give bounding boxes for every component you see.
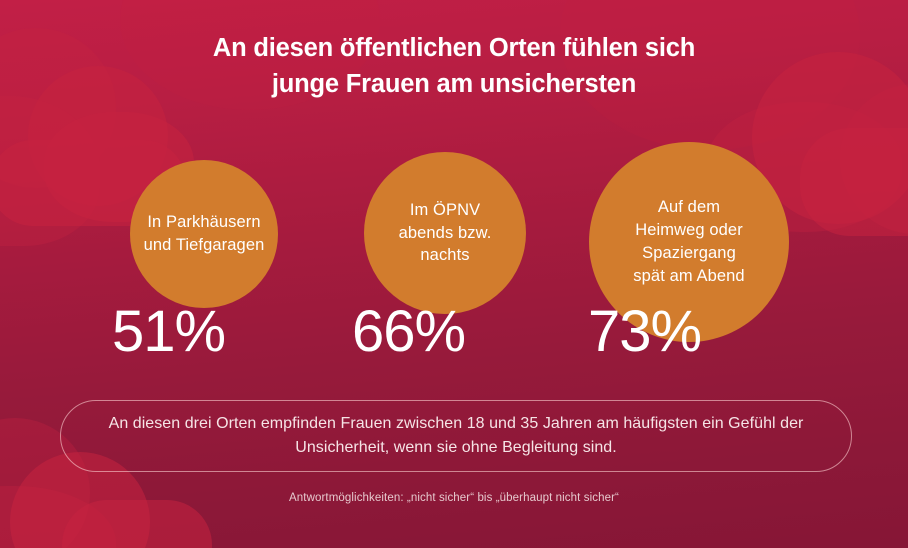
stat-label-parkhaeuser: In Parkhäusern und Tiefgaragen [143, 213, 265, 254]
caption-text: An diesen drei Orten empfinden Frauen zw… [108, 414, 804, 456]
stat-circle-parkhaeuser: In Parkhäusern und Tiefgaragen [130, 160, 278, 308]
page-title-line-1: An diesen öffentlichen Orten fühlen sich [212, 34, 696, 62]
caption-box: An diesen drei Orten empfinden Frauen zw… [60, 400, 852, 472]
stat-label-heimweg: Auf dem Heimweg oder Spaziergang spät am… [633, 198, 745, 285]
stat-label-oepnv: Im ÖPNV abends bzw. nachts [398, 200, 492, 265]
stat-circle-oepnv: Im ÖPNV abends bzw. nachts [364, 152, 526, 314]
stat-value-parkhaeuser: 51% [112, 299, 226, 364]
page-title: An diesen öffentlichen Orten fühlen sich… [0, 30, 908, 102]
footnote-text: Antwortmöglichkeiten: „nicht sicher“ bis… [289, 492, 619, 504]
page-title-line-2: junge Frauen am unsichersten [271, 70, 637, 99]
stat-value-oepnv: 66% [352, 299, 466, 364]
stat-value-heimweg: 73% [588, 299, 702, 364]
stat-circle-heimweg: Auf dem Heimweg oder Spaziergang spät am… [589, 142, 789, 342]
cloud-icon-bottom-left-d [62, 500, 212, 548]
stat-group: In Parkhäusern und Tiefgaragen 51% Im ÖP… [112, 142, 789, 364]
